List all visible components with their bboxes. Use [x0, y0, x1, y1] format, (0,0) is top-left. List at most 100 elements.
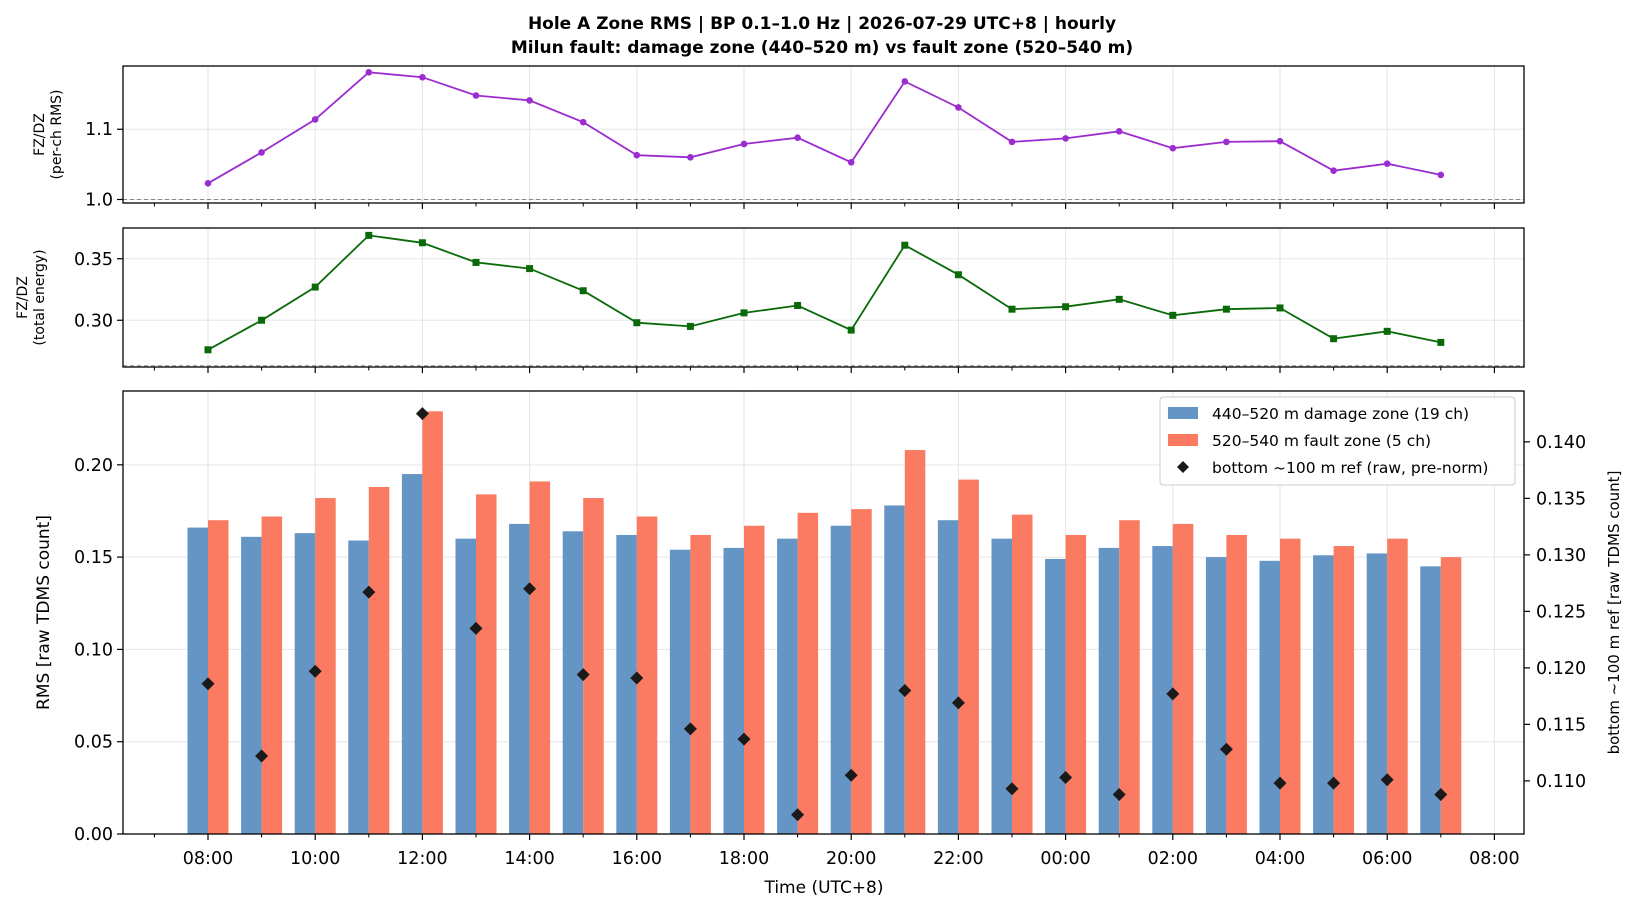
- data-point: [1437, 171, 1445, 179]
- bar-fault-zone: [1226, 534, 1247, 834]
- data-point: [901, 78, 909, 85]
- ratio-energy-panel: 0.30 0.35 FZ/DZ (total energy): [15, 227, 1525, 373]
- bar-damage-zone: [1152, 546, 1173, 834]
- bar-fault-zone: [1440, 557, 1462, 834]
- data-point: [687, 154, 694, 161]
- legend-label-fault-zone: 520–540 m fault zone (5 ch): [1212, 432, 1431, 450]
- legend-marker-reference: [1177, 461, 1189, 473]
- reference-point: [1005, 782, 1019, 796]
- bar-fault-zone: [690, 534, 711, 834]
- x-tick-label: 20:00: [826, 849, 876, 869]
- bar-fault-zone: [851, 509, 872, 834]
- data-point: [847, 158, 855, 166]
- x-tick-label: 04:00: [1255, 849, 1305, 869]
- right-y-tick-label: 0.140: [1536, 433, 1586, 453]
- data-point: [526, 265, 534, 273]
- y-tick-label: 0.15: [74, 548, 113, 568]
- reference-point: [683, 722, 697, 736]
- x-tick-label: 00:00: [1040, 849, 1090, 869]
- right-y-tick-label: 0.125: [1536, 602, 1586, 622]
- series-line: [207, 234, 1441, 351]
- reference-point: [415, 407, 429, 421]
- y-tick-label: 1.0: [85, 190, 113, 210]
- zone-rms-right-ylabel: bottom ~100 m ref [raw TDMS count]: [1605, 471, 1623, 755]
- bar-fault-zone: [261, 516, 283, 834]
- bar-damage-zone: [509, 523, 530, 834]
- x-tick-label: 10:00: [290, 849, 340, 869]
- data-point: [1383, 327, 1391, 335]
- legend-swatch-damage-zone: [1168, 407, 1198, 419]
- zone-rms-panel: 0.00 0.05 0.10 0.15 0.20 0.110 0.115 0.120 0.12…: [34, 390, 1623, 898]
- data-point: [311, 283, 319, 291]
- data-point: [901, 241, 909, 249]
- zone-rms-ylabel: RMS [raw TDMS count]: [34, 515, 54, 710]
- data-point: [794, 301, 802, 309]
- reference-point: [1434, 787, 1448, 801]
- bar-fault-zone: [583, 498, 604, 834]
- x-tick-label: 14:00: [504, 849, 554, 869]
- bar-fault-zone: [636, 516, 658, 834]
- bar-fault-zone: [797, 512, 819, 834]
- right-y-tick-label: 0.120: [1536, 659, 1586, 679]
- data-point: [740, 309, 748, 317]
- y-tick-label: 0.35: [74, 250, 113, 270]
- x-tick-label: 12:00: [397, 849, 447, 869]
- data-point: [1330, 335, 1338, 343]
- bar-damage-zone: [1366, 553, 1388, 834]
- bar-damage-zone: [937, 520, 959, 834]
- data-point: [311, 116, 319, 123]
- data-point: [204, 346, 212, 354]
- bar-damage-zone: [187, 527, 208, 834]
- bar-fault-zone: [315, 498, 336, 834]
- y-tick-label: 0.00: [74, 825, 113, 845]
- right-y-tick-label: 0.130: [1536, 546, 1586, 566]
- ratio-energy-ylabel-line1: FZ/DZ: [15, 276, 31, 319]
- bar-damage-zone: [991, 538, 1012, 834]
- data-point: [472, 258, 480, 266]
- data-point: [472, 92, 480, 99]
- bar-damage-zone: [455, 538, 476, 834]
- data-point: [1222, 305, 1230, 313]
- x-tick-label: 08:00: [183, 849, 233, 869]
- x-tick-label: 22:00: [933, 849, 983, 869]
- bar-damage-zone: [830, 525, 852, 834]
- bar-damage-zone: [777, 538, 798, 834]
- data-point: [1169, 311, 1177, 319]
- bar-damage-zone: [1098, 547, 1120, 834]
- reference-point: [898, 683, 912, 697]
- data-point: [1276, 137, 1284, 145]
- legend-label-damage-zone: 440–520 m damage zone (19 ch): [1212, 405, 1469, 423]
- bar-damage-zone: [884, 505, 905, 834]
- data-point: [418, 239, 426, 247]
- reference-point: [1219, 742, 1233, 756]
- data-point: [1115, 295, 1123, 303]
- reference-point: [1273, 776, 1287, 790]
- reference-point: [630, 671, 644, 685]
- bar-damage-zone: [1313, 555, 1334, 834]
- ratio-rms-ylabel-line1: FZ/DZ: [32, 113, 48, 156]
- reference-point: [523, 582, 537, 596]
- legend-label-reference: bottom ~100 m ref (raw, pre-norm): [1212, 459, 1488, 477]
- data-point: [1008, 138, 1016, 146]
- data-point: [847, 326, 855, 334]
- reference-point: [201, 677, 215, 691]
- data-point: [1008, 305, 1016, 313]
- reference-point: [1327, 776, 1341, 790]
- right-y-tick-label: 0.110: [1536, 772, 1586, 792]
- y-tick-label: 0.30: [74, 311, 113, 331]
- data-point: [258, 149, 265, 156]
- series-line: [207, 71, 1441, 185]
- data-point: [1330, 167, 1337, 174]
- bar-damage-zone: [348, 540, 369, 834]
- y-tick-label: 0.10: [74, 640, 113, 660]
- data-point: [365, 69, 373, 76]
- reference-point: [791, 808, 805, 822]
- legend: 440–520 m damage zone (19 ch) 520–540 m …: [1159, 396, 1516, 486]
- data-point: [1276, 304, 1284, 312]
- bar-damage-zone: [294, 533, 316, 834]
- ratio-rms-panel: 1.0 1.1 FZ/DZ (per-ch RMS): [32, 65, 1525, 210]
- y-tick-label: 0.20: [74, 456, 113, 476]
- bar-fault-zone: [1119, 520, 1140, 834]
- reference-point: [1166, 687, 1180, 701]
